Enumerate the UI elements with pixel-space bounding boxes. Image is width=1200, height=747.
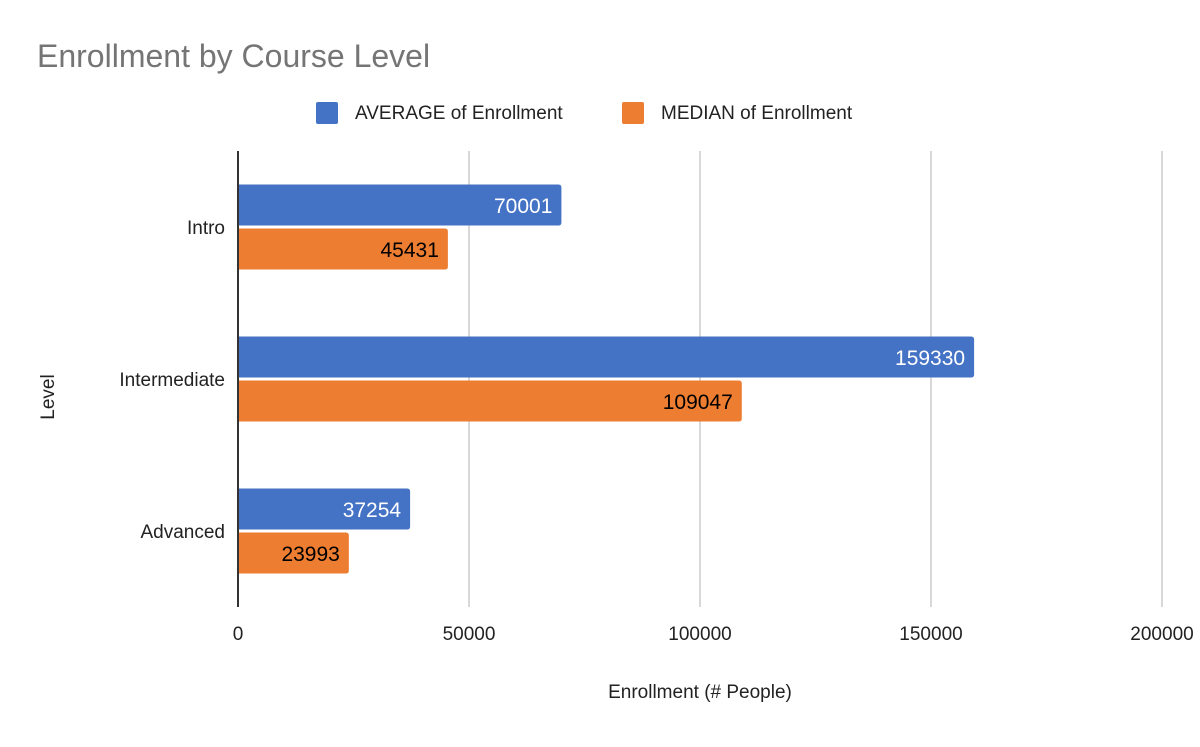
data-label: 159330 (895, 347, 965, 370)
y-axis-title: Level (38, 374, 59, 419)
legend: AVERAGE of Enrollment MEDIAN of Enrollme… (316, 102, 853, 124)
x-axis-title: Enrollment (# People) (608, 682, 792, 703)
x-tick-label: 100000 (668, 624, 731, 645)
data-label: 37254 (343, 499, 402, 522)
bars (238, 184, 975, 574)
bar-median-intermediate (238, 380, 742, 422)
legend-label-median: MEDIAN of Enrollment (661, 103, 853, 124)
y-category-label: Intro (187, 218, 225, 239)
legend-swatch-median (622, 102, 644, 124)
bar-average-advanced (238, 488, 411, 530)
x-tick-label: 0 (233, 624, 244, 645)
legend-swatch-average (316, 102, 338, 124)
x-axis-ticks: 0 50000 100000 150000 200000 (233, 624, 1194, 645)
bar-median-intro (238, 228, 448, 270)
y-axis-categories: Intro Intermediate Advanced (119, 218, 225, 543)
data-label: 45431 (380, 239, 438, 262)
bar-average-intro (238, 184, 562, 226)
bar-average-intermediate (238, 336, 975, 378)
x-tick-label: 50000 (443, 624, 496, 645)
y-category-label: Intermediate (119, 370, 225, 391)
x-tick-label: 200000 (1130, 624, 1193, 645)
data-label: 109047 (663, 391, 733, 414)
legend-label-average: AVERAGE of Enrollment (355, 103, 563, 124)
data-label: 23993 (281, 543, 339, 566)
chart-title: Enrollment by Course Level (37, 38, 430, 74)
gridlines (468, 151, 1163, 607)
x-tick-label: 150000 (899, 624, 962, 645)
data-label: 70001 (494, 195, 552, 218)
bar-median-advanced (238, 532, 349, 574)
y-category-label: Advanced (140, 522, 225, 543)
